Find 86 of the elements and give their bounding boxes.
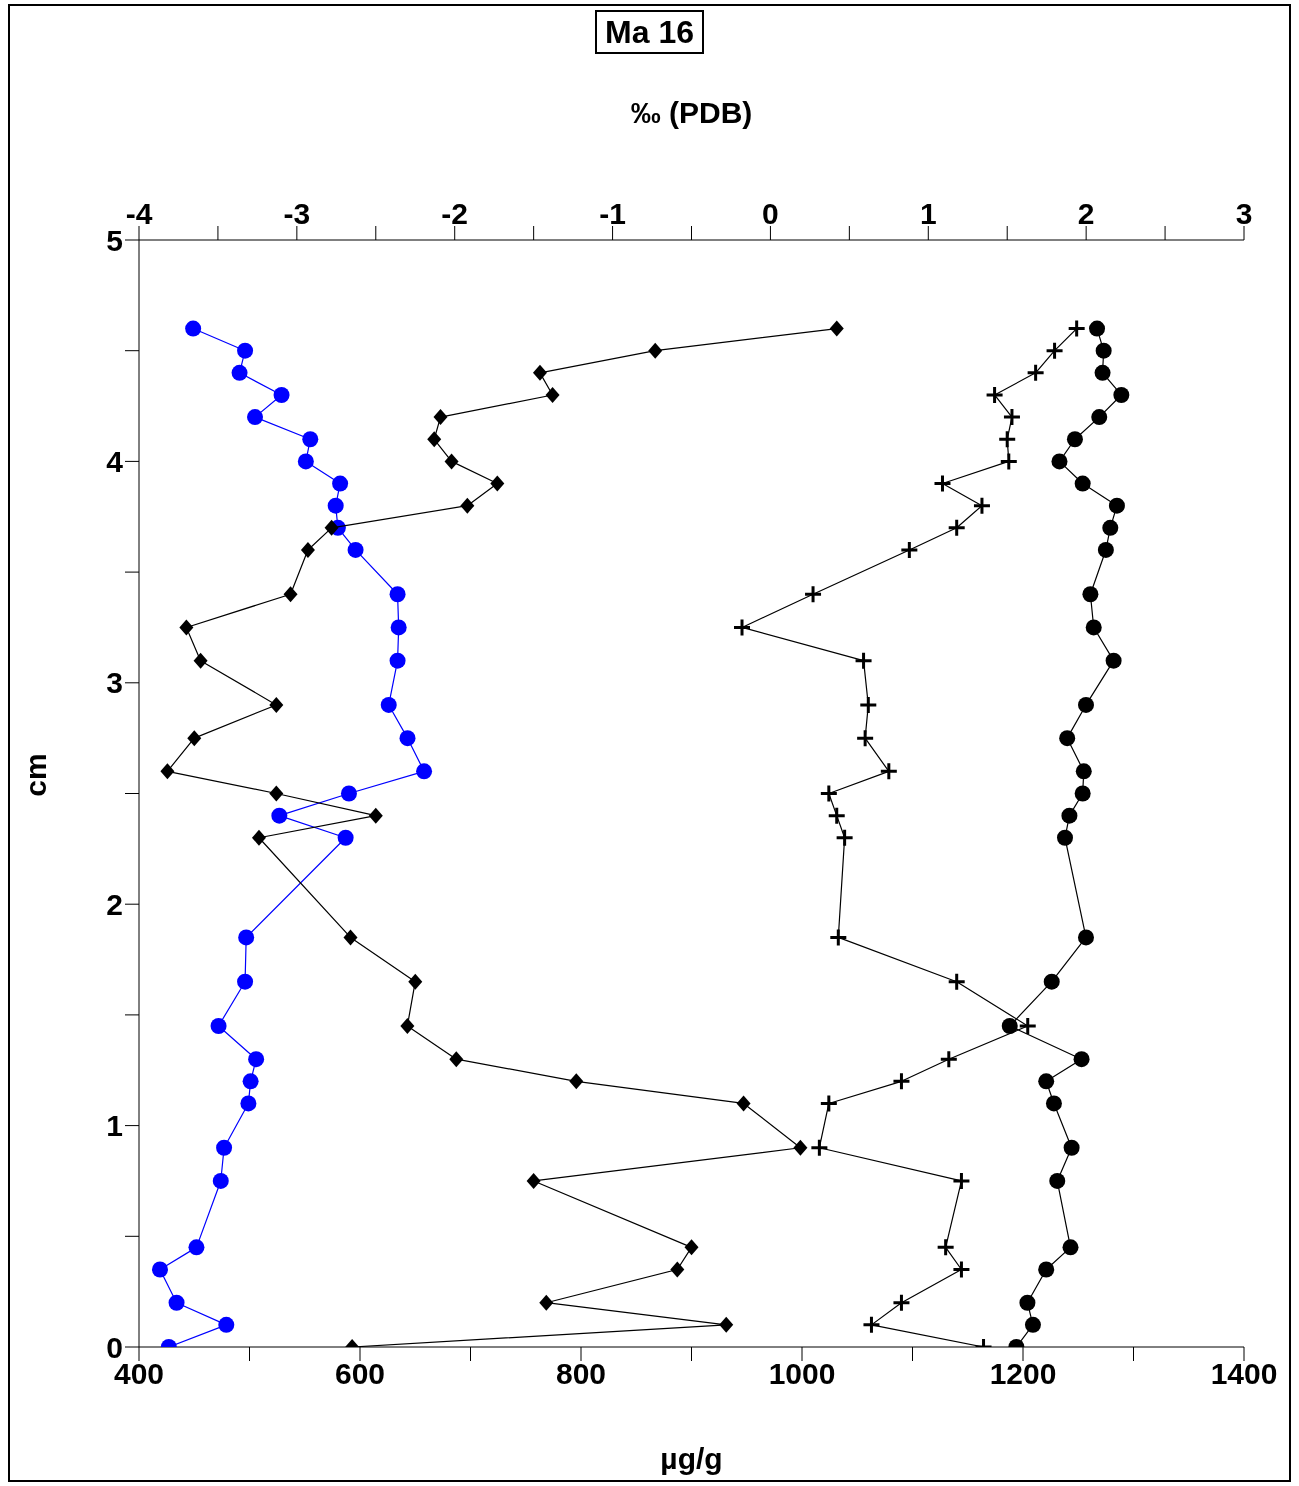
point [408,973,423,990]
point [324,519,339,536]
point [819,784,839,803]
x2-tick-label: 3 [1235,197,1253,230]
point [879,761,899,781]
point [939,1049,959,1069]
x-axis-title: µg/g [659,1442,724,1476]
point [490,475,505,492]
y-tick-label: 5 [106,223,123,257]
point [861,1315,881,1335]
point [997,429,1017,449]
y-tick-label: 2 [106,887,123,921]
point [300,541,315,558]
point [179,619,194,636]
x-tick-label: 600 [334,1357,386,1391]
point [532,364,547,381]
point [854,651,874,671]
x2-tick-label: 0 [762,197,779,230]
point [732,617,752,637]
point [899,540,919,560]
y-tick-label: 1 [106,1109,123,1143]
point [1045,341,1065,361]
point [400,1017,415,1034]
point [999,451,1019,471]
x-tick-label: 1200 [989,1357,1057,1391]
point [251,829,266,846]
point [891,1293,911,1313]
x2-tick-label: -1 [599,197,626,230]
point [947,972,967,992]
point [526,1172,541,1189]
x-tick-label: 1000 [768,1357,836,1391]
point [368,807,383,824]
point [932,474,952,494]
x2-tick-label: 2 [1077,197,1095,230]
point [545,386,560,403]
point [1002,407,1022,427]
point [343,929,358,946]
point [855,728,875,748]
x2-tick-label: -4 [125,197,153,230]
point [449,1051,464,1068]
point [1026,363,1046,383]
point [193,652,208,669]
point [985,385,1005,405]
point [648,342,663,359]
chart-title: Ma 16 [595,10,704,54]
point [793,1139,808,1156]
point [187,730,202,747]
point [803,584,823,604]
y-axis-title: cm [19,753,53,797]
x2-tick-label: -3 [283,197,311,230]
point [269,785,284,802]
point [951,1260,971,1280]
point [947,518,967,538]
point [827,806,847,826]
point [283,586,298,603]
point [539,1294,554,1311]
x-tick-label: 800 [555,1357,607,1391]
point [835,828,855,848]
point [427,431,442,448]
point [828,927,848,947]
point [1018,1016,1038,1036]
point [891,1071,911,1091]
y-tick-label: 3 [106,666,123,700]
point [569,1073,584,1090]
point [684,1239,699,1256]
point [670,1261,685,1278]
point [972,496,992,516]
x2-axis-title: ‰ (PDB) [629,96,754,130]
point [809,1138,829,1158]
point [719,1316,734,1333]
x2-tick-label: 1 [919,197,937,230]
point [951,1171,971,1191]
point [433,409,448,426]
x2-tick-label: -2 [441,197,469,230]
point [858,695,878,715]
y-tick-label: 4 [106,445,124,479]
point [269,696,284,713]
point [460,497,475,514]
point [819,1093,839,1113]
point [160,763,175,780]
x-tick-label: 1400 [1210,1357,1278,1391]
point [444,453,459,470]
point [829,320,844,337]
point [936,1237,956,1257]
point [736,1095,751,1112]
point [1067,319,1087,339]
